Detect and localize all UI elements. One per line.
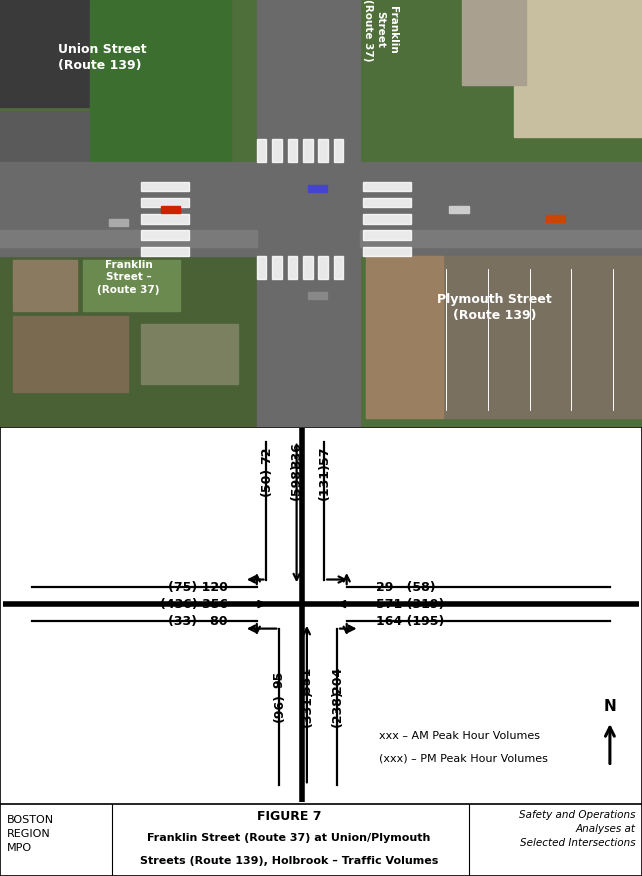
Text: (331): (331) — [300, 689, 313, 727]
Text: (131): (131) — [318, 463, 331, 500]
Text: 72: 72 — [260, 446, 273, 463]
Bar — [257, 0, 360, 427]
Bar — [13, 260, 77, 312]
Bar — [141, 198, 189, 208]
Text: 164 (195): 164 (195) — [376, 615, 444, 627]
Bar — [363, 198, 411, 208]
Bar — [0, 0, 128, 107]
Bar — [462, 0, 526, 85]
Text: Franklin
Street –
(Route 37): Franklin Street – (Route 37) — [97, 260, 160, 294]
Bar — [90, 0, 231, 162]
Bar — [141, 230, 189, 240]
Text: Franklin
Street
(Route 37): Franklin Street (Route 37) — [363, 0, 398, 61]
Text: (33)   80: (33) 80 — [168, 615, 228, 627]
Bar — [308, 292, 327, 299]
Text: BOSTON
REGION
MPO: BOSTON REGION MPO — [6, 815, 53, 853]
Bar — [303, 138, 313, 162]
Bar — [303, 256, 313, 279]
Text: FIGURE 7: FIGURE 7 — [257, 810, 321, 823]
Bar — [141, 324, 238, 384]
Bar — [363, 181, 411, 191]
Bar — [363, 230, 411, 240]
Text: (50): (50) — [260, 467, 273, 496]
Bar — [449, 207, 469, 214]
Bar — [0, 256, 257, 427]
Bar — [546, 215, 565, 222]
Text: (598): (598) — [290, 463, 303, 500]
Bar — [318, 256, 328, 279]
Bar — [318, 138, 328, 162]
Text: 95: 95 — [273, 671, 286, 689]
Text: 551: 551 — [300, 667, 313, 693]
Text: 571 (319): 571 (319) — [376, 597, 444, 611]
Text: (238): (238) — [331, 689, 343, 727]
Bar — [514, 0, 642, 137]
Bar — [257, 256, 266, 279]
Bar — [0, 111, 90, 162]
Text: (xxx) – PM Peak Hour Volumes: (xxx) – PM Peak Hour Volumes — [379, 754, 548, 764]
Text: Franklin Street (Route 37) at Union/Plymouth: Franklin Street (Route 37) at Union/Plym… — [147, 833, 431, 843]
Bar — [308, 185, 327, 192]
Text: Safety and Operations
Analyses at
Selected Intersections: Safety and Operations Analyses at Select… — [519, 810, 636, 848]
Bar — [141, 246, 189, 256]
Bar — [272, 138, 282, 162]
Bar — [0, 162, 642, 256]
Bar — [257, 138, 266, 162]
Bar — [334, 256, 343, 279]
Bar — [363, 214, 411, 223]
Bar — [160, 207, 180, 214]
Bar — [363, 246, 411, 256]
Bar — [366, 256, 443, 418]
Text: xxx – AM Peak Hour Volumes: xxx – AM Peak Hour Volumes — [379, 731, 540, 741]
Text: (436) 356: (436) 356 — [160, 597, 228, 611]
Text: (75) 120: (75) 120 — [168, 581, 228, 594]
Bar — [109, 219, 128, 226]
Text: Streets (Route 139), Holbrook – Traffic Volumes: Streets (Route 139), Holbrook – Traffic … — [140, 856, 438, 865]
Text: 204: 204 — [331, 667, 343, 693]
Text: Union Street
(Route 139): Union Street (Route 139) — [58, 43, 146, 72]
Bar — [288, 138, 297, 162]
Text: 336: 336 — [290, 442, 303, 468]
Bar — [83, 260, 180, 312]
Bar — [141, 214, 189, 223]
Text: (96): (96) — [273, 694, 286, 723]
Text: 57: 57 — [318, 446, 331, 463]
Bar — [272, 256, 282, 279]
Bar — [141, 181, 189, 191]
Text: N: N — [603, 698, 616, 714]
Bar — [288, 256, 297, 279]
Text: 29   (58): 29 (58) — [376, 581, 435, 594]
Bar — [0, 230, 257, 247]
Text: Plymouth Street
(Route 139): Plymouth Street (Route 139) — [437, 293, 551, 321]
Bar — [360, 230, 642, 247]
Bar — [13, 315, 128, 392]
Bar — [366, 256, 642, 418]
Bar — [334, 138, 343, 162]
